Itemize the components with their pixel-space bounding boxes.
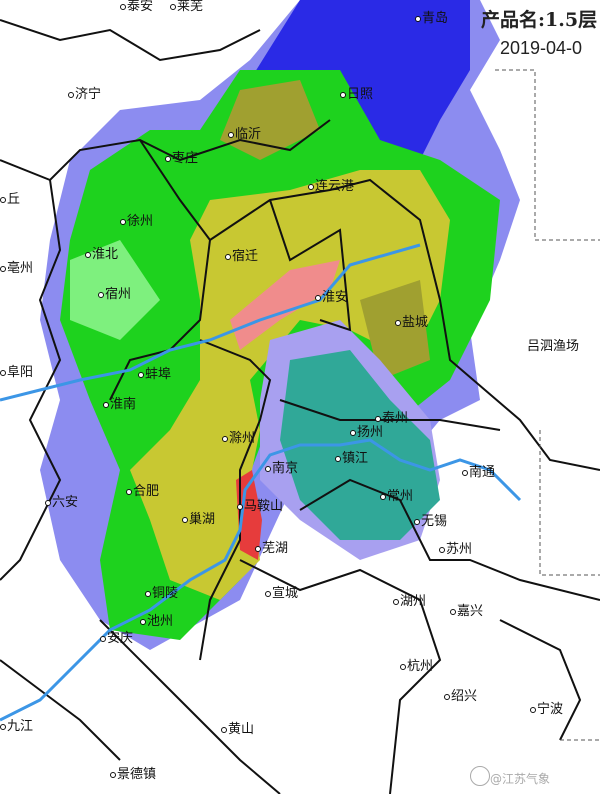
city-label: 合肥 [126, 485, 159, 499]
sea-boundary [495, 69, 600, 741]
city-label: 淮南 [103, 398, 136, 412]
city-label: 池州 [140, 615, 173, 629]
city-label: 绍兴 [444, 690, 477, 704]
product-name-label: 产品名:1.5层 [481, 9, 598, 31]
radar-echo-pink [230, 260, 340, 560]
city-label: 安庆 [100, 632, 133, 646]
city-label: 泰州 [375, 412, 408, 426]
city-label: 南通 [462, 466, 495, 480]
city-label: 济宁 [68, 88, 101, 102]
city-label: 九江 [0, 720, 33, 734]
city-label: 徐州 [120, 215, 153, 229]
city-label: 镇江 [335, 452, 368, 466]
datetime-label: 2019-04-0 [500, 38, 583, 58]
city-label: 蚌埠 [138, 368, 171, 382]
city-label: 巢湖 [182, 513, 215, 527]
city-label: 盐城 [395, 316, 428, 330]
city-label: 淮安 [315, 291, 348, 305]
city-label: 南京 [265, 462, 298, 476]
city-label: 扬州 [350, 426, 383, 440]
city-label: 六安 [45, 496, 78, 510]
city-label: 铜陵 [145, 587, 178, 601]
city-label: 芜湖 [255, 542, 288, 556]
city-label: 莱芜 [170, 0, 203, 14]
city-label: 丘 [0, 193, 20, 207]
radar-echo-yellow [130, 80, 450, 600]
city-label: 嘉兴 [450, 605, 483, 619]
city-label: 马鞍山 [237, 500, 283, 514]
city-label: 黄山 [221, 723, 254, 737]
city-label: 宁波 [530, 703, 563, 717]
city-label: 宣城 [265, 587, 298, 601]
city-label: 日照 [340, 88, 373, 102]
city-label: 青岛 [415, 12, 448, 26]
city-label: 吕泗渔场 [527, 339, 580, 354]
city-label: 滁州 [222, 432, 255, 446]
city-label: 枣庄 [165, 152, 198, 166]
city-label: 无锡 [414, 515, 447, 529]
city-label: 宿州 [98, 288, 131, 302]
city-label: 泰安 [120, 0, 153, 14]
city-label: 常州 [380, 490, 413, 504]
city-label: 临沂 [228, 128, 261, 142]
city-label: 连云港 [308, 180, 354, 194]
city-label: 阜阳 [0, 366, 33, 380]
city-label: 亳州 [0, 262, 33, 276]
city-label: 湖州 [393, 595, 426, 609]
city-label: 苏州 [439, 543, 472, 557]
city-label: 淮北 [85, 248, 118, 262]
watermark: @江苏气象 [490, 772, 551, 786]
weibo-logo-icon [470, 766, 490, 786]
city-label: 杭州 [400, 660, 433, 674]
city-label: 景德镇 [110, 768, 156, 782]
city-label: 宿迁 [225, 250, 258, 264]
radar-echo-blue [250, 0, 470, 160]
